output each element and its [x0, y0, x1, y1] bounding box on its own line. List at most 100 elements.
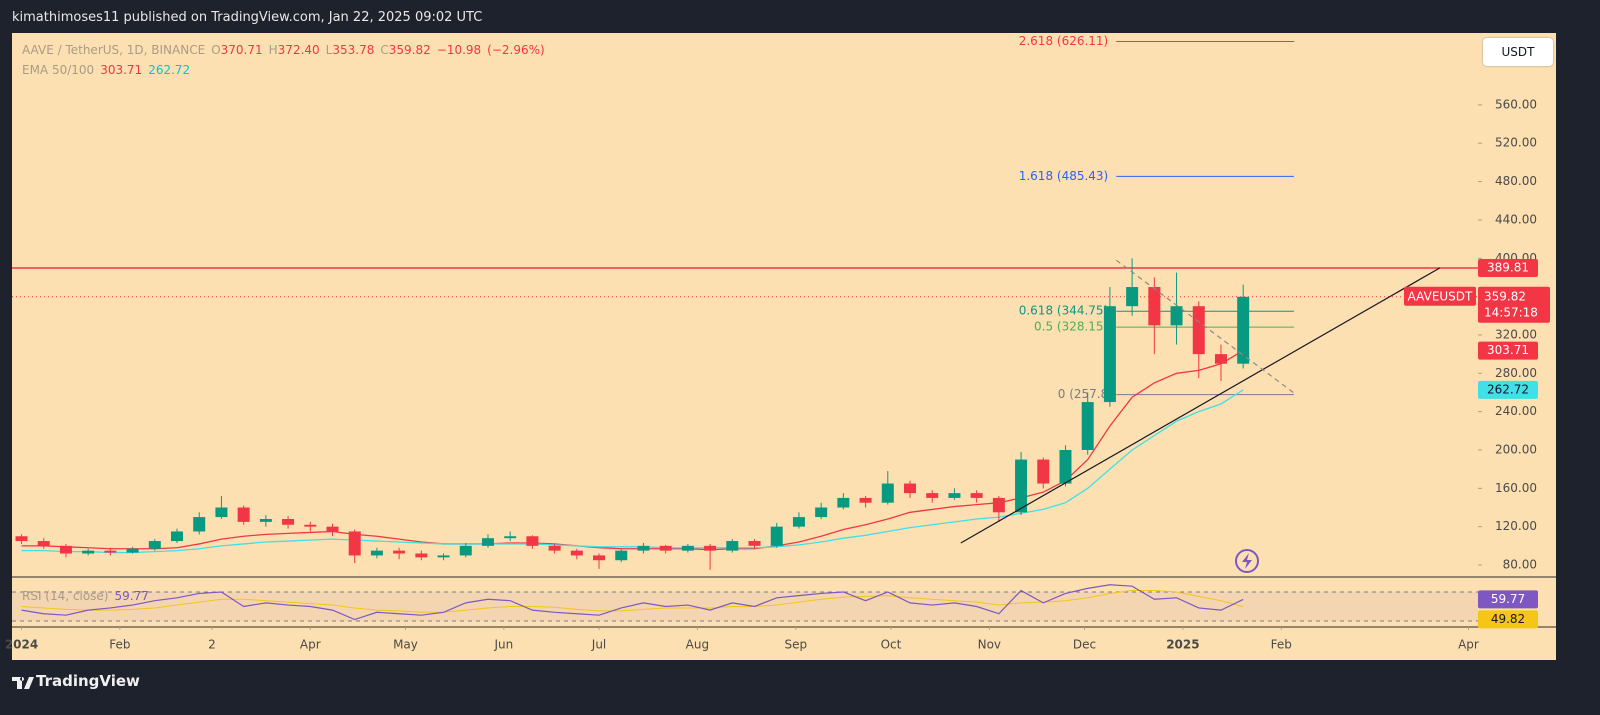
rsi-name: RSI (14, close)	[22, 589, 109, 603]
y-tick-label: 160.00	[1495, 481, 1537, 495]
candle-body	[148, 541, 161, 549]
x-tick-label: Oct	[881, 638, 902, 652]
candle-body	[970, 493, 983, 498]
rsi-tag-box	[1478, 590, 1538, 609]
candle-body	[1237, 296, 1250, 364]
rsi-pane	[12, 584, 1478, 622]
candle-body	[193, 517, 206, 532]
candle-body	[304, 524, 317, 527]
x-tick-label: 2	[208, 638, 216, 652]
alert-icon[interactable]	[1235, 549, 1259, 573]
candle-body	[1214, 354, 1227, 364]
x-tick-label: Apr	[1458, 638, 1479, 652]
candle-body	[992, 497, 1005, 513]
x-tick-label: 2024	[5, 638, 38, 652]
y-tick-label: 440.00	[1495, 212, 1537, 226]
fib-label: 0.618 (344.75)	[1019, 304, 1109, 318]
fib-label: 0.5 (328.15)	[1034, 320, 1108, 334]
candle-body	[1148, 287, 1161, 326]
candle-body	[1103, 306, 1116, 403]
ema-tag-box	[1478, 341, 1538, 360]
ema-legend: EMA 50/100 303.71 262.72	[22, 63, 196, 77]
last-price-box	[1478, 286, 1550, 323]
alert-bolt	[1242, 553, 1252, 569]
candle-body	[770, 526, 783, 546]
currency-button[interactable]: USDT	[1483, 38, 1553, 66]
candle-body	[126, 548, 139, 553]
x-tick-label: Dec	[1073, 638, 1096, 652]
publisher-line: kimathimoses11 published on TradingView.…	[12, 10, 483, 25]
candle-body	[526, 536, 539, 546]
resistance-tag: 389.81	[1487, 261, 1529, 275]
candle-body	[393, 550, 406, 554]
axes: 80.00 120.00 160.00 200.00 240.00 280.00 320.0…	[5, 97, 1550, 652]
candle-body	[459, 545, 472, 556]
x-tick-label: Feb	[1271, 638, 1292, 652]
candle-body	[1192, 306, 1205, 355]
ema-tag: 303.71	[1487, 343, 1529, 357]
candle-body	[348, 531, 361, 556]
ohlc-key: O	[211, 43, 221, 57]
main-pane: 2.618 (626.11) 1.618 (485.43) 0.618 (344.7…	[12, 34, 1478, 570]
trendline	[1115, 259, 1295, 394]
resistance-tag-box	[1478, 259, 1538, 278]
candle-body	[837, 497, 850, 508]
last-price: 359.82	[1484, 289, 1526, 303]
candle-body	[570, 550, 583, 556]
x-tick-label: 2025	[1166, 638, 1199, 652]
candle-body	[326, 526, 339, 532]
candle-body	[904, 483, 917, 494]
ema-tag-box	[1478, 380, 1538, 399]
candle-body	[59, 545, 72, 554]
y-tick-label: 200.00	[1495, 442, 1537, 456]
brand-logo	[12, 677, 34, 689]
candle-body	[748, 541, 761, 546]
candle-body	[37, 541, 50, 546]
ohlc-value: 353.78	[332, 43, 375, 57]
ohlc-value: 372.40	[277, 43, 320, 57]
countdown: 14:57:18	[1484, 305, 1538, 319]
ema-tag: 262.72	[1487, 382, 1529, 396]
candle-body	[548, 545, 561, 551]
x-tick-label: May	[393, 638, 418, 652]
rsi-legend: RSI (14, close) 59.77	[22, 589, 155, 603]
y-tick-label: 280.00	[1495, 366, 1537, 380]
rsi-line	[21, 584, 1244, 621]
fib-label: 0 (257.8	[1058, 387, 1108, 401]
candle-body	[504, 536, 517, 539]
candle-body	[948, 493, 961, 498]
trendline	[960, 267, 1441, 544]
x-tick-label: Feb	[109, 638, 130, 652]
symbol-legend: AAVE / TetherUS, 1D, BINANCE O370.71 H372.…	[22, 43, 551, 57]
candle-body	[370, 550, 383, 556]
change-pct: (−2.96%)	[487, 43, 545, 57]
candle-body	[637, 545, 650, 551]
candle-body	[815, 507, 828, 518]
candle-body	[659, 545, 672, 551]
candle-body	[15, 536, 28, 542]
candle-body	[881, 483, 894, 503]
rsi-ma-tag: 49.82	[1491, 612, 1525, 626]
ema-line	[21, 350, 1244, 551]
ohlc-key: L	[325, 43, 333, 57]
candle-body	[104, 550, 117, 553]
ema-value: 262.72	[148, 63, 191, 77]
rsi-value: 59.77	[114, 589, 149, 603]
y-tick-label: 240.00	[1495, 404, 1537, 418]
candle-body	[1126, 287, 1139, 307]
x-tick-label: Jun	[493, 638, 513, 652]
ema-line	[21, 389, 1244, 554]
candle-body	[1059, 449, 1072, 484]
candle-body	[282, 519, 295, 525]
candle-body	[259, 519, 272, 522]
candle-body	[926, 493, 939, 498]
ohlc-value: 359.82	[388, 43, 431, 57]
rsi-ma-line	[21, 590, 1244, 613]
ohlc-value: 370.71	[220, 43, 263, 57]
candle-body	[704, 545, 717, 551]
candle-body	[437, 555, 450, 558]
candle-body	[82, 550, 95, 554]
candle-body	[792, 517, 805, 527]
change: −10.98	[436, 43, 482, 57]
